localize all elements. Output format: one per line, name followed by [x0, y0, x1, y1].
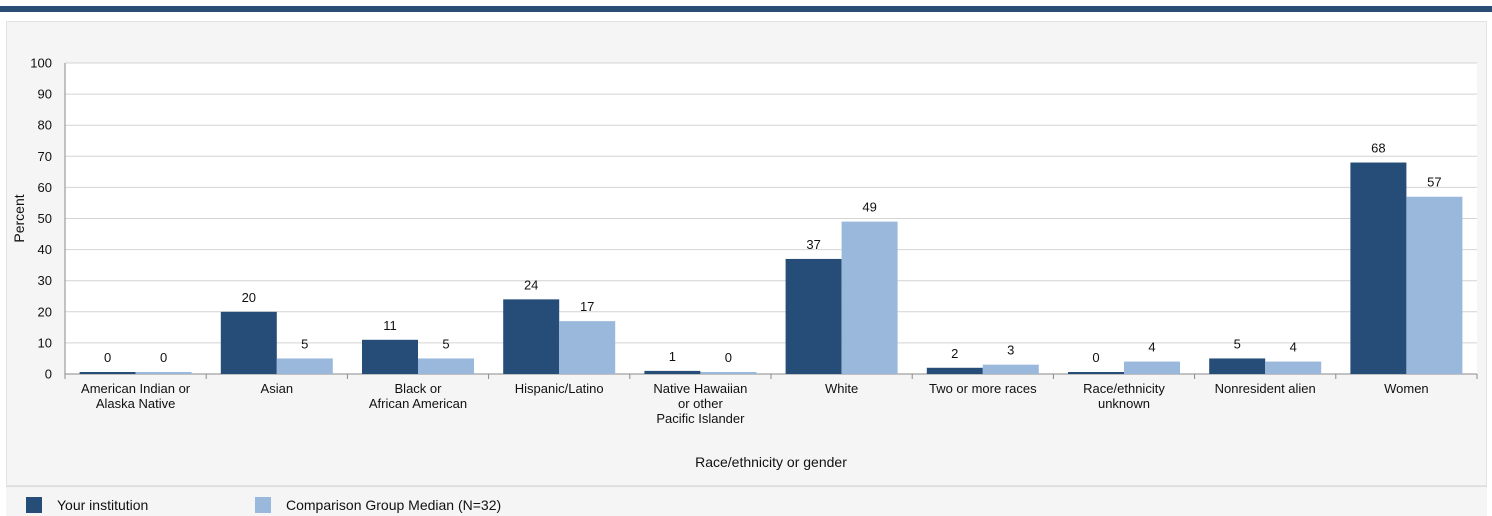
- bar-your-institution: [785, 258, 842, 374]
- bar-comparison: [982, 364, 1039, 374]
- header-accent-bar: [0, 6, 1492, 12]
- bar-your-institution: [1068, 372, 1124, 374]
- x-tick-label: or other: [678, 396, 723, 411]
- y-tick-label: 50: [38, 211, 52, 226]
- bar-your-institution: [926, 367, 983, 374]
- x-tick-label: Native Hawaiian: [653, 381, 747, 396]
- x-tick-label: Black or: [395, 381, 443, 396]
- x-tick-label: Race/ethnicity: [1083, 381, 1165, 396]
- data-label: 2: [951, 346, 958, 361]
- bar-your-institution: [1350, 162, 1407, 374]
- x-axis-title: Race/ethnicity or gender: [695, 454, 847, 470]
- bar-your-institution: [362, 339, 418, 374]
- x-tick-label: Pacific Islander: [656, 411, 745, 426]
- x-tick-label: Two or more races: [929, 381, 1037, 396]
- legend-item-your-institution: Your institution: [26, 497, 148, 513]
- data-label: 68: [1371, 141, 1385, 156]
- data-label: 0: [725, 350, 732, 365]
- data-label: 4: [1148, 340, 1155, 355]
- x-tick-label: Hispanic/Latino: [515, 381, 604, 396]
- bar-your-institution: [1209, 358, 1266, 374]
- x-tick-label: Alaska Native: [96, 396, 175, 411]
- x-tick-label: White: [825, 381, 858, 396]
- y-tick-label: 80: [38, 118, 52, 133]
- y-tick-label: 70: [38, 149, 52, 164]
- data-label: 5: [442, 336, 449, 351]
- y-tick-label: 100: [30, 56, 52, 71]
- data-label: 24: [524, 277, 538, 292]
- y-tick-label: 30: [38, 273, 52, 288]
- bar-comparison: [1265, 361, 1322, 374]
- data-label: 49: [862, 200, 876, 215]
- legend-label-comparison: Comparison Group Median (N=32): [286, 497, 502, 513]
- bar-your-institution: [79, 372, 136, 374]
- data-label: 5: [1234, 336, 1241, 351]
- bar-comparison: [559, 321, 616, 374]
- bar-your-institution: [503, 299, 560, 374]
- data-label: 5: [301, 336, 308, 351]
- y-tick-label: 90: [38, 87, 52, 102]
- y-tick-label: 60: [38, 180, 52, 195]
- data-label: 0: [1092, 350, 1099, 365]
- data-label: 3: [1007, 343, 1014, 358]
- data-label: 20: [242, 290, 256, 305]
- x-tick-label: Nonresident alien: [1215, 381, 1316, 396]
- bar-comparison: [418, 358, 474, 374]
- data-label: 17: [580, 299, 594, 314]
- x-tick-label: African American: [369, 396, 467, 411]
- y-tick-label: 0: [45, 367, 52, 382]
- x-tick-label: Women: [1384, 381, 1429, 396]
- legend-swatch-comparison: [255, 497, 271, 513]
- bar-comparison: [276, 358, 333, 374]
- data-label: 37: [806, 237, 820, 252]
- data-label: 11: [383, 318, 397, 333]
- y-tick-label: 10: [38, 335, 52, 350]
- bar-comparison: [1406, 196, 1463, 374]
- legend-swatch-your-institution: [26, 497, 42, 513]
- legend: Your institution Comparison Group Median…: [6, 486, 1487, 516]
- data-label: 4: [1290, 340, 1297, 355]
- data-label: 1: [669, 349, 676, 364]
- x-tick-label: American Indian or: [81, 381, 191, 396]
- bar-comparison: [1124, 361, 1180, 374]
- bar-comparison: [841, 221, 898, 374]
- x-tick-label: Asian: [261, 381, 294, 396]
- legend-label-your-institution: Your institution: [57, 497, 149, 513]
- data-label: 0: [104, 350, 111, 365]
- data-label: 0: [160, 350, 167, 365]
- bar-comparison: [135, 372, 192, 374]
- bar-comparison: [700, 372, 757, 374]
- data-label: 57: [1427, 175, 1441, 190]
- legend-item-comparison: Comparison Group Median (N=32): [255, 497, 501, 513]
- y-tick-label: 40: [38, 242, 52, 257]
- x-tick-label: unknown: [1098, 396, 1150, 411]
- y-axis-title: Percent: [11, 194, 27, 242]
- bar-your-institution: [644, 370, 701, 374]
- y-tick-label: 20: [38, 304, 52, 319]
- bar-your-institution: [220, 311, 277, 374]
